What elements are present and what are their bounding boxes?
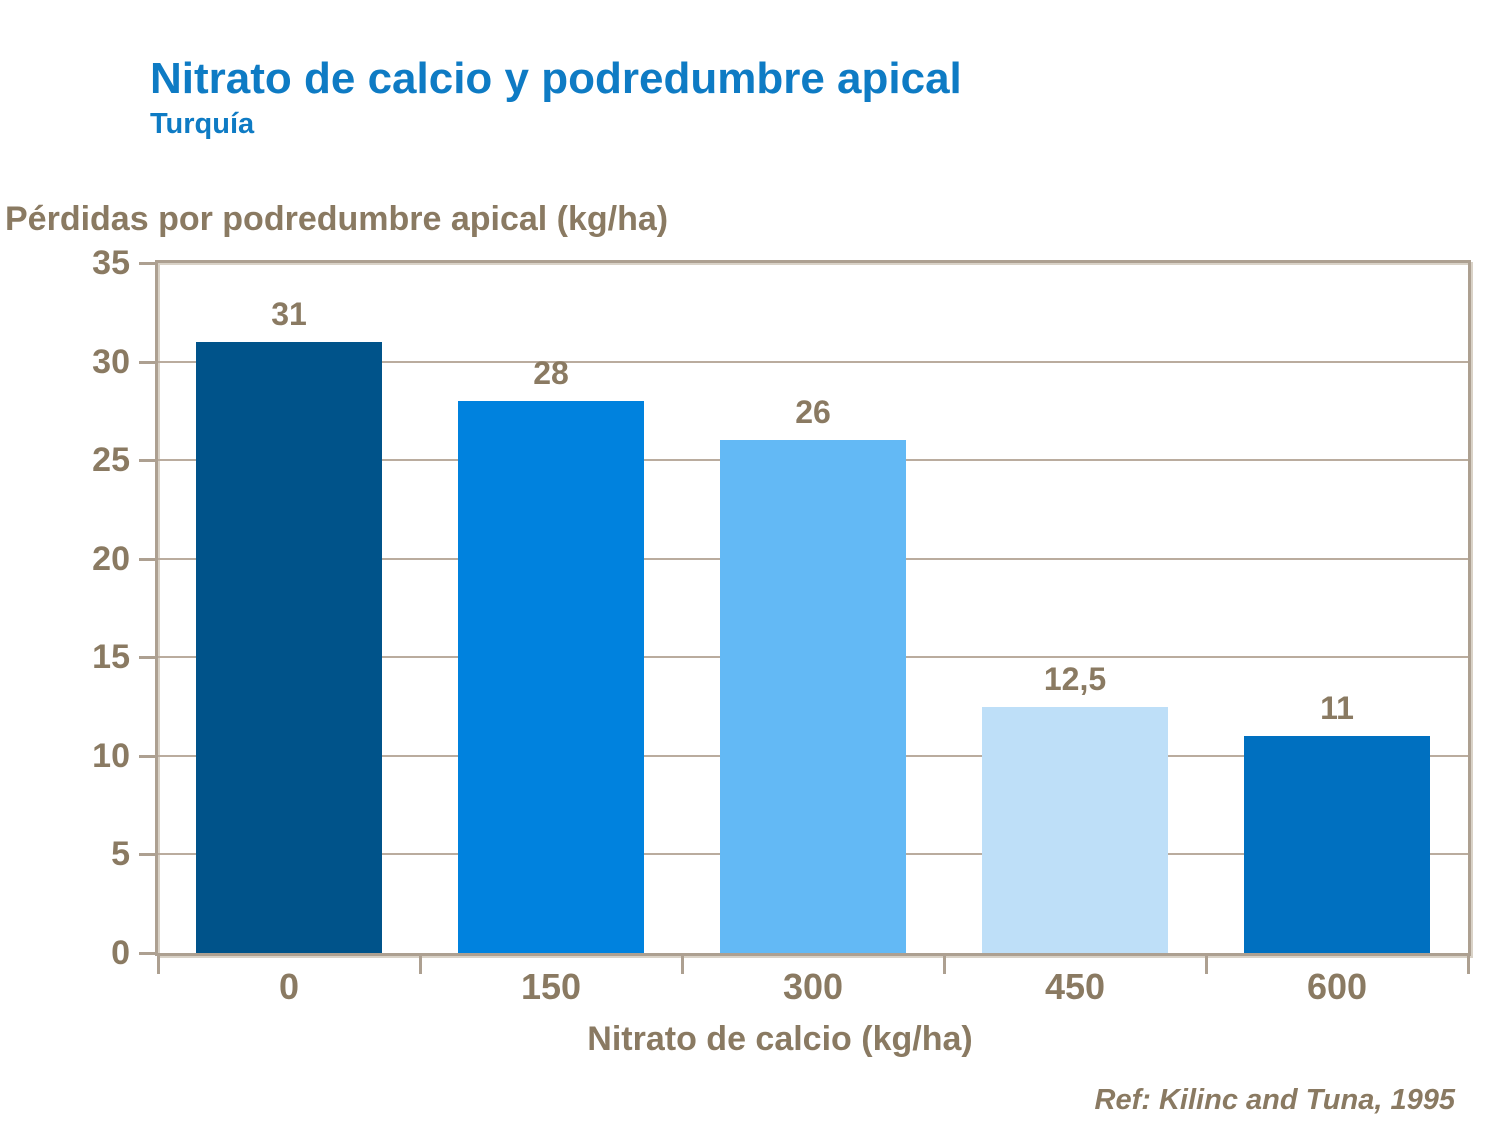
bar-value-label: 26 bbox=[795, 394, 831, 431]
x-tick-mark bbox=[1205, 956, 1208, 974]
page-title: Nitrato de calcio y podredumbre apical bbox=[150, 54, 962, 103]
bar-value-label: 28 bbox=[533, 355, 569, 391]
plot-area: 31 28 26 12,5 11 bbox=[155, 260, 1471, 956]
y-axis-title: Pérdidas por podredumbre apical (kg/ha) bbox=[5, 200, 669, 238]
y-tick-label: 20 bbox=[92, 539, 130, 578]
bar bbox=[1244, 736, 1430, 953]
x-category-label: 450 bbox=[1044, 966, 1106, 1007]
bar bbox=[196, 341, 382, 953]
bar-value-label: 31 bbox=[271, 295, 307, 332]
y-tick-mark bbox=[139, 360, 155, 364]
x-tick-mark bbox=[1467, 956, 1470, 974]
bar-value-label: 11 bbox=[1320, 690, 1354, 727]
grid-line bbox=[158, 360, 1468, 363]
y-tick-mark bbox=[139, 262, 155, 265]
bar-value-label: 12,5 bbox=[1043, 660, 1107, 697]
page-subtitle: Turquía bbox=[150, 108, 255, 140]
bar bbox=[720, 440, 906, 953]
y-tick-label: 15 bbox=[92, 638, 130, 677]
y-tick-label: 5 bbox=[111, 835, 130, 874]
x-tick-mark bbox=[943, 956, 946, 974]
y-tick-label: 10 bbox=[92, 736, 130, 775]
x-category-label: 0 bbox=[278, 966, 300, 1007]
y-tick-mark bbox=[139, 754, 155, 758]
y-tick-mark bbox=[139, 853, 155, 857]
y-tick-label: 30 bbox=[92, 342, 130, 381]
x-axis-title: Nitrato de calcio (kg/ha) bbox=[587, 1020, 973, 1058]
reference-text: Ref: Kilinc and Tuna, 1995 bbox=[1094, 1084, 1455, 1116]
x-category-label: 300 bbox=[782, 966, 844, 1007]
y-tick-label: 35 bbox=[92, 244, 130, 282]
y-tick-mark bbox=[139, 459, 155, 463]
x-category-label: 600 bbox=[1306, 966, 1368, 1007]
bar bbox=[982, 706, 1168, 953]
x-tick-mark bbox=[681, 956, 684, 974]
bar bbox=[458, 401, 644, 953]
y-tick-mark bbox=[139, 557, 155, 561]
y-tick-mark bbox=[139, 656, 155, 660]
x-category-label: 150 bbox=[520, 966, 582, 1007]
y-tick-label: 25 bbox=[92, 441, 130, 480]
y-tick-mark bbox=[139, 952, 155, 955]
x-tick-mark bbox=[157, 956, 160, 974]
x-tick-mark bbox=[419, 956, 422, 974]
y-tick-label: 0 bbox=[111, 934, 130, 972]
